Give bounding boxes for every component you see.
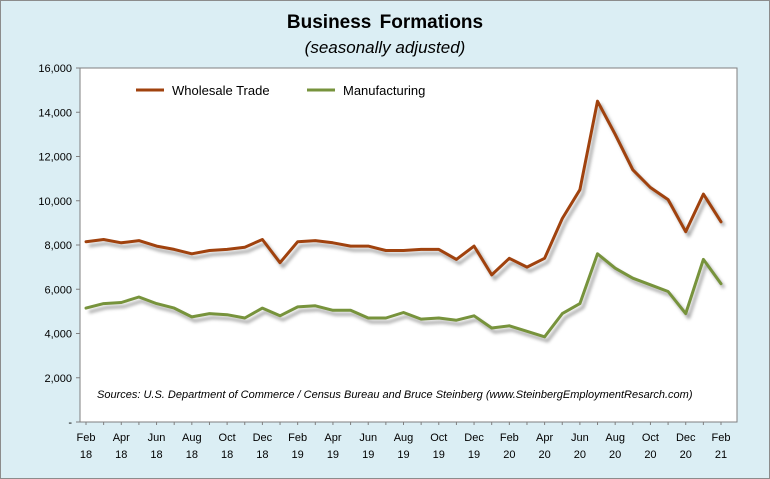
x-tick-label-year: 20 [538,449,550,461]
x-tick-label-year: 19 [292,449,304,461]
x-tick-label-month: Feb [712,432,731,444]
y-tick-label: 4,000 [44,329,72,341]
series-line-manufacturing [84,252,723,339]
y-tick-label: 6,000 [44,284,72,296]
y-tick-label: - [68,417,72,429]
legend-label-manufacturing: Manufacturing [343,83,425,98]
series-line-wholesale-trade [84,99,723,277]
x-tick-label-month: Feb [77,432,96,444]
x-tick-label-month: Oct [219,432,236,444]
x-tick-label-month: Aug [394,432,414,444]
x-tick-label-year: 19 [362,449,374,461]
x-tick-label-month: Oct [642,432,659,444]
x-tick-label-month: Jun [359,432,377,444]
x-tick-label-month: Dec [676,432,696,444]
y-tick-label: 2,000 [44,373,72,385]
x-tick-label-year: 20 [644,449,656,461]
y-tick-label: 16,000 [38,63,72,75]
x-tick-label-month: Oct [430,432,447,444]
x-tick-label-month: Feb [500,432,519,444]
series-layer [84,99,726,343]
y-axis: - 2,000 4,000 6,000 8,000 10,000 12,000 14,000 1… [38,63,80,429]
x-tick-label-year: 20 [574,449,586,461]
x-tick-label-month: Aug [182,432,202,444]
x-tick-label-year: 21 [715,449,727,461]
x-tick-label-month: Dec [253,432,273,444]
x-tick-label-year: 19 [397,449,409,461]
x-tick-label-year: 20 [503,449,515,461]
source-note: Sources: U.S. Department of Commerce / C… [97,389,693,401]
x-tick-label-year: 18 [221,449,233,461]
x-tick-label-month: Jun [571,432,589,444]
x-tick-label-year: 18 [186,449,198,461]
x-tick-label-year: 18 [115,449,127,461]
plot-area [79,67,738,423]
x-tick-label-month: Apr [324,432,341,444]
x-tick-label-year: 18 [150,449,162,461]
y-tick-label: 14,000 [38,107,72,119]
x-tick-label-month: Jun [148,432,166,444]
x-tick-label-year: 18 [80,449,92,461]
legend-label-wholesale-trade: Wholesale Trade [172,83,270,98]
y-tick-label: 8,000 [44,240,72,252]
x-tick-label-year: 19 [468,449,480,461]
y-tick-label: 12,000 [38,152,72,164]
chart-title: Business Formations [286,12,484,33]
x-tick-label-year: 19 [327,449,339,461]
legend: Wholesale Trade Manufacturing [136,83,425,98]
x-tick-label-month: Apr [536,432,553,444]
x-tick-label-month: Aug [605,432,625,444]
x-tick-label-year: 18 [256,449,268,461]
x-tick-label-year: 20 [680,449,692,461]
y-tick-label: 10,000 [38,196,72,208]
x-tick-label-year: 19 [433,449,445,461]
x-tick-label-month: Dec [464,432,484,444]
series-shadow-manufacturing [88,256,726,343]
x-tick-label-month: Apr [113,432,130,444]
x-tick-label-month: Feb [288,432,307,444]
x-tick-label-year: 20 [609,449,621,461]
x-axis: Feb 18 Apr 18 Jun 18 Aug 18 Oct 18 Dec 18 Feb 19 Apr 19… [77,422,731,461]
chart-subtitle: (seasonally adjusted) [304,38,466,57]
